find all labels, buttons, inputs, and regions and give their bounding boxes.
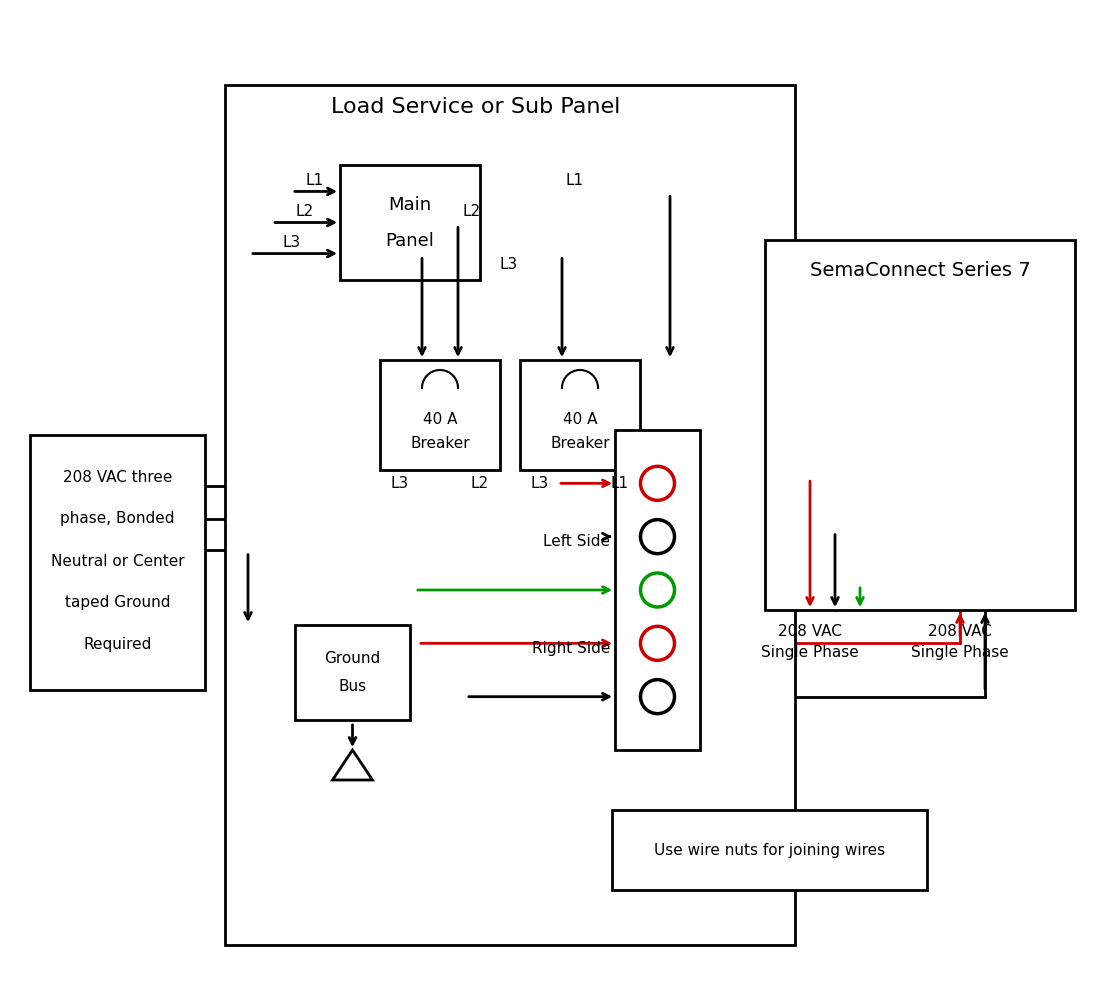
Text: Single Phase: Single Phase bbox=[911, 645, 1009, 660]
Text: Left Side: Left Side bbox=[543, 534, 610, 549]
Bar bbox=[379, 360, 500, 470]
Text: Main: Main bbox=[388, 196, 431, 214]
Text: Single Phase: Single Phase bbox=[761, 645, 859, 660]
Circle shape bbox=[640, 520, 674, 554]
Text: L1: L1 bbox=[306, 173, 324, 188]
Text: L2: L2 bbox=[462, 204, 481, 219]
Bar bbox=[30, 435, 205, 690]
Text: L3: L3 bbox=[499, 257, 518, 272]
Text: Breaker: Breaker bbox=[410, 436, 470, 450]
Text: L3: L3 bbox=[390, 477, 409, 491]
Text: Load Service or Sub Panel: Load Service or Sub Panel bbox=[331, 97, 620, 117]
Text: taped Ground: taped Ground bbox=[65, 595, 170, 610]
Text: Use wire nuts for joining wires: Use wire nuts for joining wires bbox=[653, 842, 886, 857]
Circle shape bbox=[640, 573, 674, 607]
Text: Ground: Ground bbox=[324, 651, 381, 666]
Text: SemaConnect Series 7: SemaConnect Series 7 bbox=[810, 260, 1031, 279]
Text: L1: L1 bbox=[610, 477, 629, 491]
Bar bbox=[226, 85, 795, 945]
Text: 208 VAC: 208 VAC bbox=[778, 624, 842, 640]
Text: Panel: Panel bbox=[386, 232, 434, 249]
Text: 40 A: 40 A bbox=[563, 412, 597, 428]
Bar bbox=[612, 810, 927, 890]
Text: Breaker: Breaker bbox=[550, 436, 609, 450]
Text: L2: L2 bbox=[296, 204, 315, 219]
Text: 40 A: 40 A bbox=[422, 412, 458, 428]
Bar bbox=[520, 360, 640, 470]
Circle shape bbox=[640, 626, 674, 660]
Bar bbox=[295, 625, 410, 720]
Text: Bus: Bus bbox=[339, 679, 366, 694]
Text: L3: L3 bbox=[531, 477, 549, 491]
Text: 208 VAC: 208 VAC bbox=[928, 624, 992, 640]
Bar bbox=[764, 240, 1075, 610]
Text: Right Side: Right Side bbox=[531, 641, 610, 656]
Circle shape bbox=[640, 680, 674, 714]
Text: Required: Required bbox=[84, 638, 152, 652]
Bar bbox=[340, 165, 480, 280]
Circle shape bbox=[640, 466, 674, 500]
Text: L3: L3 bbox=[283, 235, 301, 250]
Text: L2: L2 bbox=[471, 477, 490, 491]
Text: Neutral or Center: Neutral or Center bbox=[51, 554, 185, 568]
Text: L1: L1 bbox=[565, 173, 584, 188]
Bar bbox=[615, 430, 700, 750]
Text: 208 VAC three: 208 VAC three bbox=[63, 470, 173, 485]
Text: phase, Bonded: phase, Bonded bbox=[60, 512, 175, 526]
